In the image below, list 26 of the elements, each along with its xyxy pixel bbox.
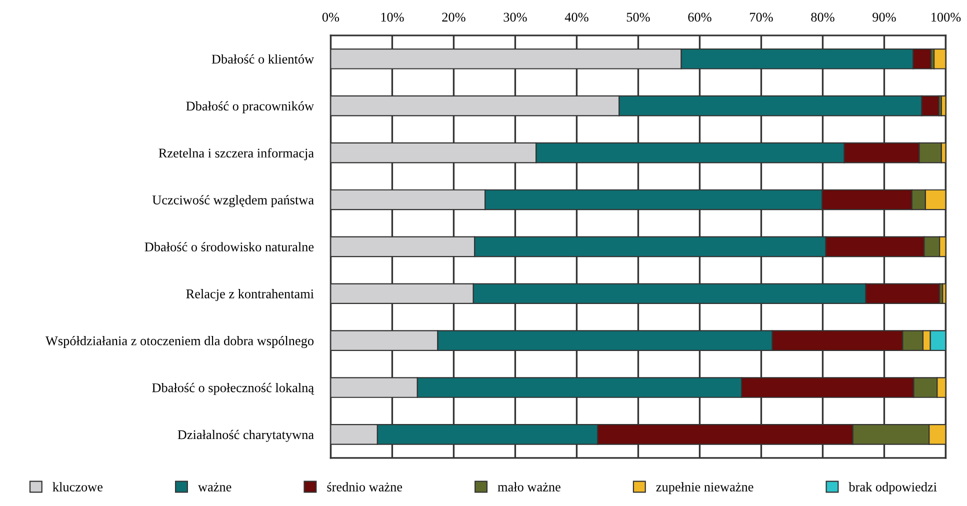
y-tick-label: Dbałość o społeczność lokalną <box>152 382 314 395</box>
x-tick-label: 70% <box>750 12 773 22</box>
y-tick-label: Współdziałania z otoczeniem dla dobra wspólnego <box>45 336 314 348</box>
y-tick-label: Uczciwość względem państwa <box>152 195 314 208</box>
x-tick-label: 90% <box>872 12 896 22</box>
x-tick-label: 100% <box>931 12 961 22</box>
y-tick-label: Dbałość o klientów <box>212 54 314 64</box>
y-tick-label: Rzetelna i szczera informacja <box>158 148 314 160</box>
x-tick-label: 40% <box>564 12 588 22</box>
legend-label: średnio ważne <box>327 482 402 492</box>
legend-label: kluczowe <box>52 482 103 492</box>
y-tick-label: Dbałość o pracowników <box>186 101 314 114</box>
x-tick-label: 50% <box>626 12 650 22</box>
x-tick-label: 10% <box>381 12 404 22</box>
legend-label: zupełnie nieważne <box>656 482 754 494</box>
legend-label: brak odpowiedzi <box>848 482 937 494</box>
x-tick-label: 20% <box>442 12 466 22</box>
x-tick-label: 30% <box>504 12 527 22</box>
x-tick-label: 60% <box>688 12 712 22</box>
y-tick-label: Dbałość o środowisko naturalne <box>144 242 314 252</box>
legend-label: ważne <box>198 482 232 492</box>
y-tick-label: Działalność charytatywna <box>178 430 314 442</box>
x-tick-label: 80% <box>811 12 834 22</box>
y-tick-label: Relacje z kontrahentami <box>186 289 314 302</box>
x-tick-label: 0% <box>322 12 340 22</box>
legend-label: mało ważne <box>498 482 560 492</box>
